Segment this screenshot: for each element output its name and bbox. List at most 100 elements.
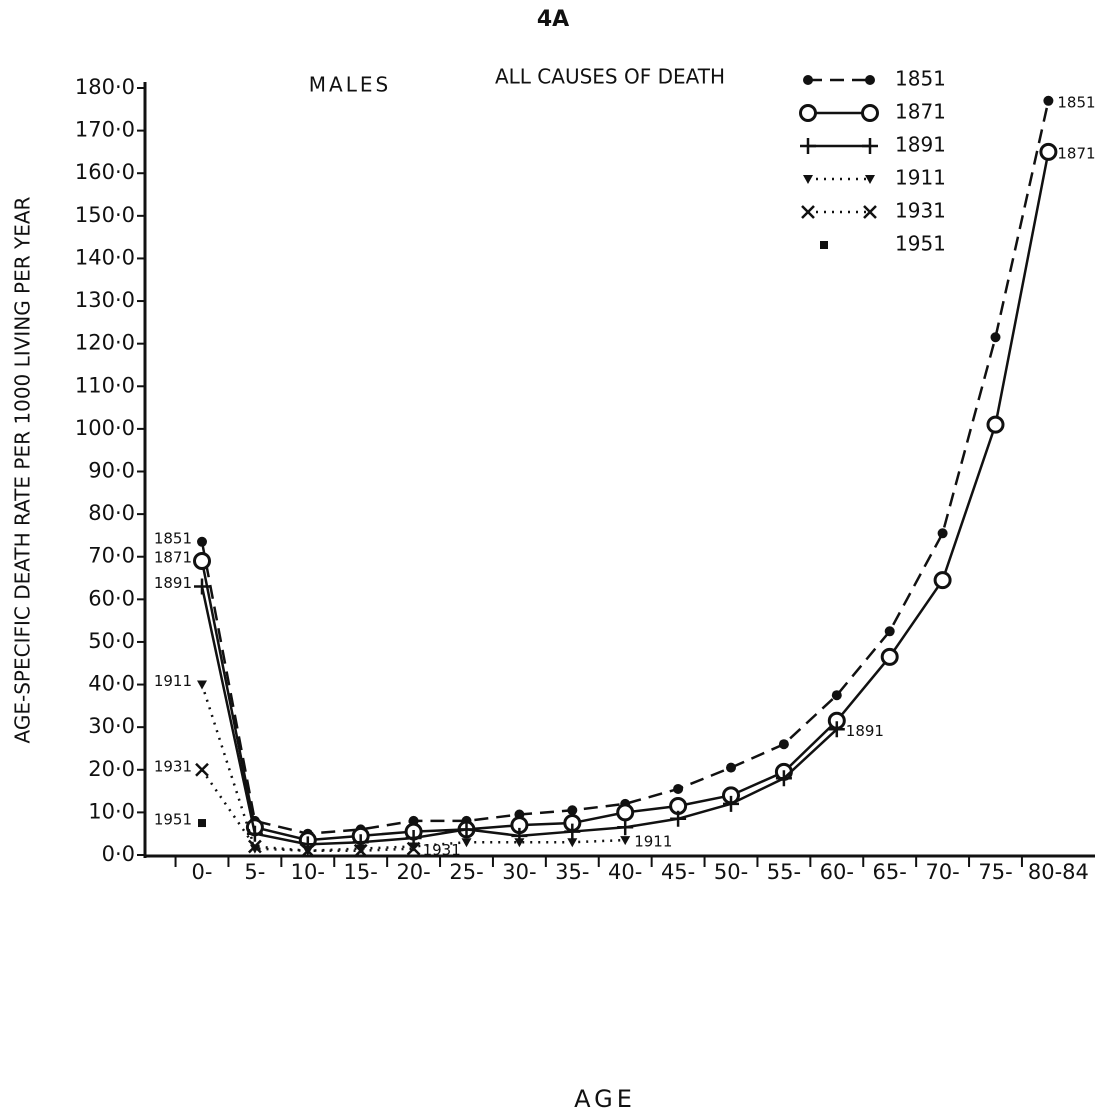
point: [246, 825, 263, 842]
point: [863, 205, 877, 219]
legend-label: 1851: [895, 67, 946, 91]
point: [194, 578, 210, 595]
y-tick-label: 20·0: [88, 757, 135, 781]
point: [198, 819, 206, 828]
y-tick-label: 130·0: [75, 288, 135, 312]
point: [197, 680, 207, 690]
point: [803, 75, 813, 85]
chart-title: 4A: [537, 7, 569, 32]
series-label: 1891: [846, 722, 884, 740]
point: [617, 819, 634, 836]
legend: 1851 1871 1891 1911 1931 1951: [799, 67, 946, 256]
x-tick-label: 15-: [344, 860, 378, 884]
point: [933, 571, 952, 590]
point: [937, 528, 948, 539]
y-tick-label: 40·0: [88, 672, 135, 696]
point: [861, 104, 879, 122]
series-line: [200, 586, 838, 846]
series-label: 1911: [634, 833, 672, 851]
y-axis-label: AGE-SPECIFIC DEATH RATE PER 1000 LIVING …: [11, 196, 35, 743]
y-tick-label: 100·0: [75, 416, 135, 440]
point: [799, 104, 817, 122]
x-tick-label: 65-: [873, 860, 907, 884]
point: [620, 836, 631, 846]
legend-label: 1891: [895, 133, 946, 157]
x-tick-label: 5-: [244, 860, 265, 884]
point: [1043, 95, 1054, 106]
point: [803, 175, 813, 184]
y-tick-label: 160·0: [75, 160, 135, 184]
series-line: [200, 100, 1050, 835]
point: [778, 739, 789, 750]
y-tick-label: 70·0: [88, 544, 135, 568]
annotation: ALL CAUSES OF DEATH: [495, 65, 725, 89]
series-label: 1911: [154, 672, 192, 690]
point: [353, 843, 368, 858]
y-tick-label: 110·0: [75, 373, 135, 397]
series-label: 1871: [154, 548, 192, 566]
x-tick-label: 80-84: [1028, 860, 1089, 884]
x-tick-label: 10-: [291, 860, 325, 884]
y-tick-label: 30·0: [88, 714, 135, 738]
x-tick-label: 20-: [396, 860, 430, 884]
legend-label: 1871: [895, 100, 946, 124]
y-tick-label: 10·0: [88, 799, 135, 823]
point: [461, 838, 472, 848]
point: [880, 647, 899, 666]
series-line: [200, 769, 414, 852]
x-tick-label: 50-: [714, 860, 748, 884]
point: [406, 841, 421, 856]
x-tick-label: 35-: [555, 860, 589, 884]
point: [248, 839, 262, 854]
point: [862, 138, 878, 154]
series-label: 1891: [154, 574, 192, 592]
point: [673, 783, 684, 794]
point: [300, 843, 315, 858]
y-tick-label: 90·0: [88, 459, 135, 483]
legend-label: 1931: [895, 199, 946, 223]
point: [828, 721, 845, 738]
point: [801, 205, 815, 219]
series-label: 1871: [1057, 144, 1095, 162]
x-tick-label: 0-: [192, 860, 213, 884]
series-label: 1931: [423, 841, 461, 859]
point: [723, 795, 739, 812]
x-tick-label: 45-: [661, 860, 695, 884]
series-label: 1851: [154, 529, 192, 547]
point: [831, 690, 842, 701]
point: [884, 626, 895, 637]
x-tick-label: 70-: [925, 860, 959, 884]
series-label: 1951: [154, 811, 192, 829]
x-tick-label: 55-: [767, 860, 801, 884]
y-tick-label: 150·0: [75, 203, 135, 227]
point: [990, 332, 1001, 343]
series-label: 1931: [154, 757, 192, 775]
legend-label: 1911: [895, 166, 946, 190]
point: [800, 138, 816, 154]
x-tick-label: 25-: [449, 860, 483, 884]
series-label: 1851: [1057, 93, 1095, 111]
y-tick-label: 170·0: [75, 118, 135, 142]
y-tick-label: 180·0: [75, 75, 135, 99]
y-tick-label: 120·0: [75, 331, 135, 355]
point: [195, 762, 209, 777]
point: [567, 838, 578, 848]
x-axis-label: AGE: [574, 1085, 636, 1113]
point: [197, 536, 207, 547]
series-line: [200, 684, 626, 852]
x-tick-label: 30-: [502, 860, 536, 884]
point: [670, 810, 687, 827]
point: [865, 75, 875, 85]
x-tick-label: 40-: [608, 860, 642, 884]
y-tick-label: 80·0: [88, 501, 135, 525]
x-tick-label: 75-: [978, 860, 1012, 884]
point: [193, 551, 211, 570]
point: [567, 805, 578, 816]
subtitle: MALES: [309, 73, 391, 97]
point: [1039, 142, 1058, 161]
point: [564, 823, 581, 840]
point: [458, 821, 475, 838]
point: [616, 803, 635, 822]
point: [986, 415, 1005, 434]
legend-label: 1951: [895, 232, 946, 256]
